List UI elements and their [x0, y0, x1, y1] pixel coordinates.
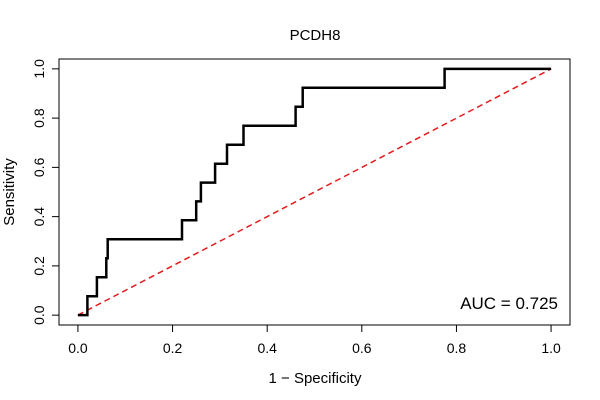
x-axis: 0.0 0.2 0.4 0.6 0.8 1.0	[68, 325, 561, 356]
x-tick-label: 1.0	[541, 340, 561, 356]
y-tick-label: 0.8	[31, 108, 47, 128]
y-tick-label: 1.0	[31, 59, 47, 79]
y-tick-label: 0.2	[31, 256, 47, 276]
x-tick-label: 0.4	[257, 340, 277, 356]
auc-annotation: AUC = 0.725	[460, 294, 558, 313]
x-axis-label: 1 − Specificity	[269, 370, 362, 387]
y-tick-label: 0.6	[31, 157, 47, 177]
y-tick-label: 0.4	[31, 207, 47, 227]
roc-curve	[77, 67, 552, 317]
x-tick-label: 0.0	[68, 340, 88, 356]
chart-title: PCDH8	[290, 27, 341, 44]
x-tick-label: 0.2	[163, 340, 183, 356]
series-layer	[77, 67, 552, 317]
x-tick-label: 0.6	[352, 340, 372, 356]
y-axis-label: Sensitivity	[1, 158, 18, 226]
y-tick-label: 0.0	[31, 305, 47, 325]
y-axis: 0.0 0.2 0.4 0.6 0.8 1.0	[31, 59, 59, 325]
plot-frame	[58, 58, 571, 326]
x-tick-label: 0.8	[447, 340, 467, 356]
reference-diagonal-line	[77, 68, 552, 316]
